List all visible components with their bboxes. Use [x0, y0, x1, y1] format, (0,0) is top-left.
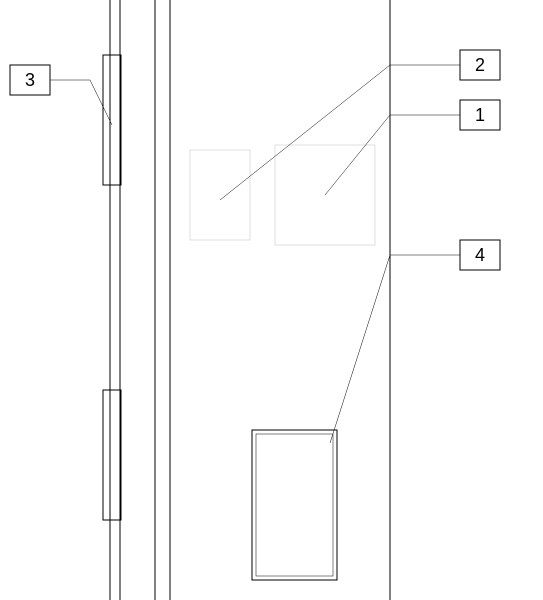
label-text-2: 2 [475, 55, 485, 75]
label-2: 2 [460, 50, 500, 80]
label-text-1: 1 [475, 105, 485, 125]
canvas-bg [0, 0, 543, 600]
technical-diagram: 2 1 4 3 [0, 0, 543, 600]
label-text-4: 4 [475, 245, 485, 265]
label-1: 1 [460, 100, 500, 130]
label-text-3: 3 [25, 70, 35, 90]
label-4: 4 [460, 240, 500, 270]
label-3: 3 [10, 65, 50, 95]
